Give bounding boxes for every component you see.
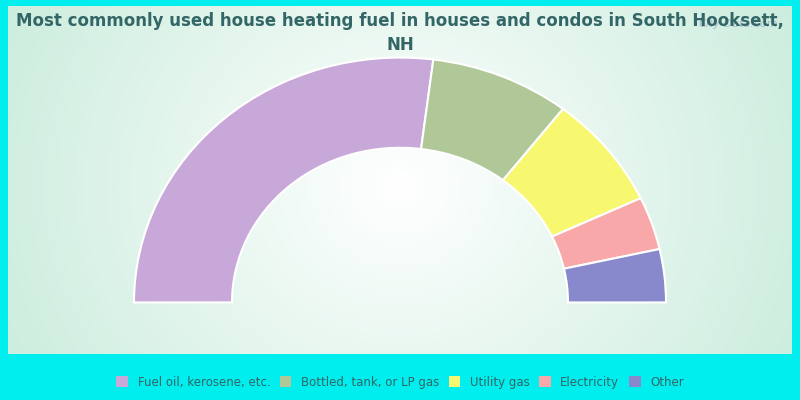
Wedge shape: [134, 58, 434, 302]
Text: City-Data.com: City-Data.com: [698, 19, 778, 29]
Legend: Fuel oil, kerosene, etc., Bottled, tank, or LP gas, Utility gas, Electricity, Ot: Fuel oil, kerosene, etc., Bottled, tank,…: [113, 372, 687, 392]
Wedge shape: [564, 249, 666, 302]
Wedge shape: [552, 198, 659, 269]
Wedge shape: [503, 109, 641, 236]
Wedge shape: [421, 60, 563, 180]
Text: Most commonly used house heating fuel in houses and condos in South Hooksett,
NH: Most commonly used house heating fuel in…: [16, 12, 784, 54]
